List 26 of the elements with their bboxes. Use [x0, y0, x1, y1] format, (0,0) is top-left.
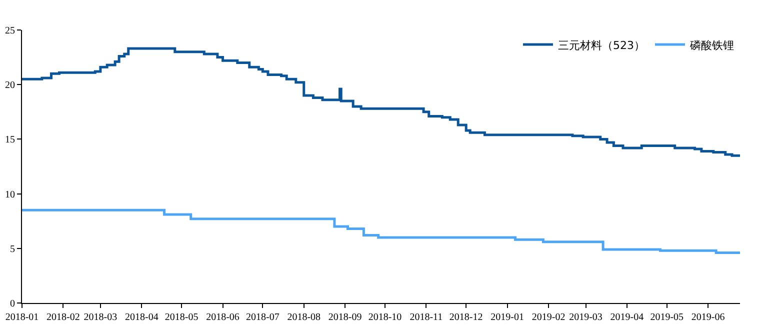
y-tick-label: 15: [5, 134, 15, 146]
x-tick-label: 2018-01: [5, 312, 39, 323]
x-tick-label: 2018-02: [46, 312, 80, 323]
x-tick-label: 2019-02: [532, 312, 566, 323]
y-tick-label: 0: [10, 298, 15, 310]
x-tick-label: 2018-08: [287, 312, 321, 323]
y-tick-label: 10: [5, 189, 15, 200]
x-tick-label: 2018-07: [246, 312, 280, 323]
x-tick-label: 2018-09: [328, 312, 362, 323]
x-tick-label: 2018-12: [449, 312, 483, 323]
x-tick-label: 2019-06: [691, 312, 725, 323]
y-tick-label: 20: [5, 80, 15, 92]
x-tick-label: 2019-01: [490, 312, 524, 323]
x-tick-label: 2018-03: [84, 312, 118, 323]
y-tick-label: 25: [5, 26, 15, 36]
x-tick-label: 2018-10: [368, 312, 402, 323]
x-tick-label: 2018-06: [206, 312, 240, 323]
x-tick-label: 2018-04: [125, 312, 158, 323]
legend-label: 三元材料（523）: [558, 38, 645, 52]
x-tick-label: 2018-11: [410, 312, 443, 323]
y-tick-label: 5: [10, 244, 15, 255]
x-tick-label: 2019-05: [650, 312, 684, 323]
legend-label: 磷酸铁锂: [689, 38, 734, 52]
x-tick-label: 2019-03: [569, 312, 602, 323]
x-tick-label: 2018-05: [164, 312, 198, 323]
x-tick-label: 2019-04: [610, 312, 644, 323]
